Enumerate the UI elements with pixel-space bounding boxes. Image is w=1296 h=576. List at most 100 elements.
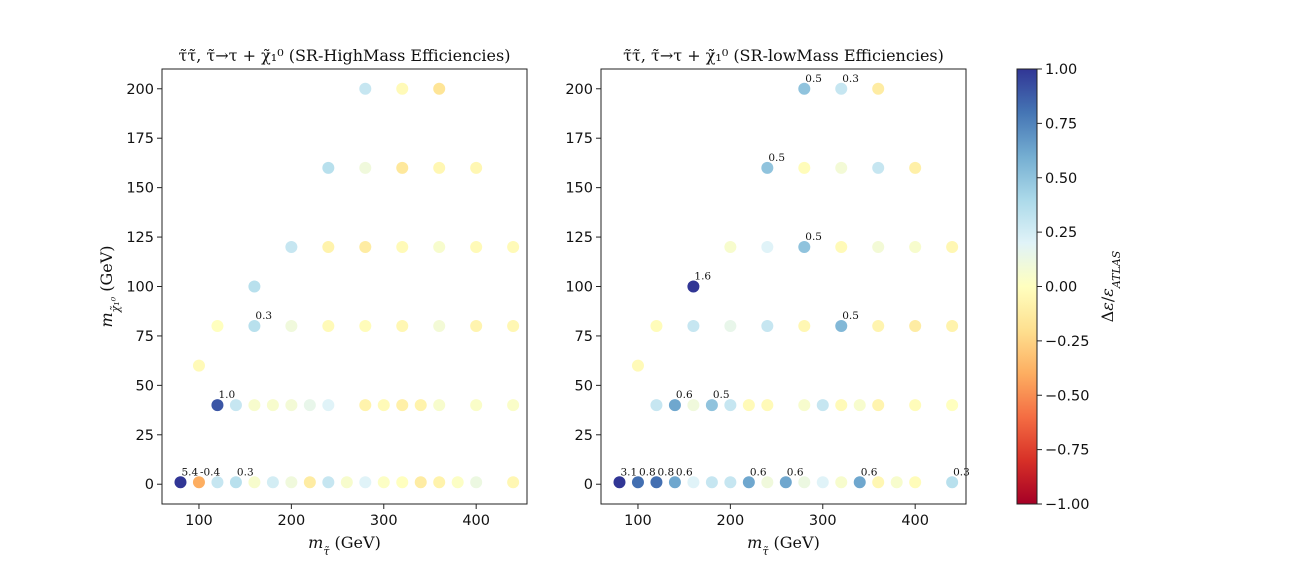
data-point: [872, 161, 885, 174]
data-point: [229, 399, 242, 412]
data-point: [724, 320, 737, 333]
data-point: [433, 476, 446, 489]
data-label: 1.0: [218, 389, 235, 401]
data-point: [835, 161, 848, 174]
data-point: [507, 240, 520, 253]
data-point: [761, 476, 774, 489]
data-point: [631, 476, 644, 489]
data-point: [322, 240, 335, 253]
x-axis-label: mτ̃ (GeV): [747, 533, 820, 558]
data-label: 0.3: [842, 73, 859, 85]
data-point: [798, 476, 811, 489]
data-point: [396, 399, 409, 412]
data-point: [650, 320, 663, 333]
data-point: [687, 320, 700, 333]
data-point: [816, 399, 829, 412]
data-label: 0.8: [639, 466, 656, 478]
data-point: [396, 82, 409, 95]
data-point: [470, 161, 483, 174]
data-label: 0.3: [237, 466, 254, 478]
plot-frame: [161, 68, 528, 505]
data-point: [433, 399, 446, 412]
data-point: [631, 359, 644, 372]
data-point: [761, 320, 774, 333]
data-point: [909, 476, 922, 489]
colorbar: 1.00 0.75 0.50 0.25 0.00 −0.25 −0.50 −0.75 −1.00…: [1016, 62, 1123, 513]
data-label: 5.4: [181, 466, 198, 478]
chart-title: τ̃τ̃, τ̃→τ + χ̃₁⁰ (SR-lowMass Efficienci…: [623, 46, 944, 65]
data-point: [835, 82, 848, 95]
data-point: [798, 320, 811, 333]
data-point: [507, 320, 520, 333]
x-axis-label: mτ̃ (GeV): [308, 533, 381, 558]
y-tick-label: 125: [565, 230, 593, 246]
data-label: 0.8: [657, 466, 674, 478]
data-point: [211, 320, 224, 333]
data-point: [909, 161, 922, 174]
y-tick-label: 0: [145, 477, 154, 493]
data-point: [396, 240, 409, 253]
data-point: [798, 399, 811, 412]
data-point: [946, 399, 959, 412]
data-point: [853, 399, 866, 412]
data-point: [470, 320, 483, 333]
y-tick-label: 175: [126, 131, 154, 147]
data-point: [613, 476, 626, 489]
x-tick-label: 400: [901, 513, 929, 529]
data-point: [174, 476, 187, 489]
data-point: [872, 399, 885, 412]
data-point: [507, 399, 520, 412]
data-point: [872, 240, 885, 253]
data-point: [650, 476, 663, 489]
x-tick-label: 200: [717, 513, 745, 529]
data-point: [285, 320, 298, 333]
data-point: [724, 240, 737, 253]
data-point: [470, 240, 483, 253]
data-point: [742, 399, 755, 412]
data-point: [211, 476, 224, 489]
data-label: 3.1: [620, 466, 637, 478]
data-label: 0.6: [676, 466, 693, 478]
colorbar-tick-label: 1.00: [1045, 62, 1077, 78]
data-point: [687, 280, 700, 293]
y-tick-label: 125: [126, 230, 154, 246]
y-tick-label: 200: [565, 82, 593, 98]
data-point: [322, 161, 335, 174]
data-point: [816, 476, 829, 489]
data-label: 0.6: [861, 466, 878, 478]
data-point: [779, 476, 792, 489]
data-label: 1.6: [694, 271, 711, 283]
data-point: [377, 476, 390, 489]
data-point: [359, 240, 372, 253]
data-label: 0.5: [805, 231, 822, 243]
data-point: [761, 399, 774, 412]
x-tick-label: 100: [185, 513, 213, 529]
data-point: [359, 320, 372, 333]
data-point: [359, 399, 372, 412]
data-point: [340, 476, 353, 489]
colorbar-tick-label: 0.75: [1045, 116, 1077, 132]
y-tick-label: 150: [565, 181, 593, 197]
data-point: [890, 476, 903, 489]
data-point: [724, 399, 737, 412]
y-axis-label: mχ̃₁⁰ (GeV): [97, 245, 122, 327]
data-label: 0.6: [750, 466, 767, 478]
colorbar-scale: [1016, 68, 1038, 505]
data-point: [322, 476, 335, 489]
data-point: [687, 476, 700, 489]
data-label: 0.6: [787, 466, 804, 478]
data-point: [705, 476, 718, 489]
data-point: [192, 359, 205, 372]
x-tick-label: 300: [809, 513, 837, 529]
colorbar-tick-label: −0.25: [1045, 334, 1089, 350]
data-point: [211, 399, 224, 412]
data-point: [668, 476, 681, 489]
x-tick-label: 100: [624, 513, 652, 529]
data-point: [359, 161, 372, 174]
data-point: [322, 399, 335, 412]
data-point: [248, 476, 261, 489]
data-label: 0.3: [953, 466, 970, 478]
data-label: 0.3: [255, 310, 272, 322]
colorbar-tick-label: 0.50: [1045, 171, 1077, 187]
